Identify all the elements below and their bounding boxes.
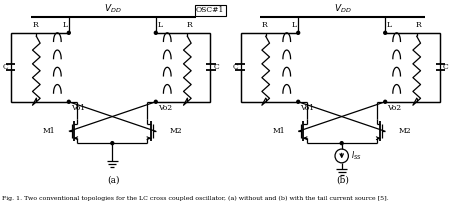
Circle shape: [67, 100, 70, 103]
Text: $V_{DD}$: $V_{DD}$: [334, 3, 351, 15]
Text: Vo1: Vo1: [300, 104, 314, 112]
Circle shape: [155, 31, 157, 34]
Text: $I_{SS}$: $I_{SS}$: [351, 150, 362, 162]
Circle shape: [384, 100, 387, 103]
Text: R: R: [262, 21, 268, 29]
Text: Vo1: Vo1: [71, 104, 85, 112]
Text: OSC#1: OSC#1: [196, 6, 225, 14]
Text: M2: M2: [169, 127, 182, 135]
Text: R: R: [33, 21, 38, 29]
Text: C: C: [443, 63, 448, 71]
Text: L: L: [292, 21, 297, 29]
Text: Vo2: Vo2: [158, 104, 172, 112]
Text: M1: M1: [272, 127, 285, 135]
Text: M1: M1: [43, 127, 55, 135]
Circle shape: [155, 100, 157, 103]
Text: (b): (b): [336, 176, 349, 185]
Circle shape: [340, 142, 343, 145]
Text: C: C: [3, 63, 9, 71]
Circle shape: [297, 100, 300, 103]
Text: C: C: [232, 63, 238, 71]
Text: Fig. 1. Two conventional topologies for the LC cross coupled oscillator, (a) wit: Fig. 1. Two conventional topologies for …: [2, 195, 389, 201]
Text: $V_{DD}$: $V_{DD}$: [104, 3, 122, 15]
Text: R: R: [186, 21, 192, 29]
Text: (a): (a): [107, 176, 119, 185]
Circle shape: [111, 142, 114, 145]
Text: R: R: [416, 21, 421, 29]
Text: L: L: [386, 21, 392, 29]
Circle shape: [297, 31, 300, 34]
Text: L: L: [63, 21, 67, 29]
Text: Vo2: Vo2: [387, 104, 401, 112]
Text: M2: M2: [399, 127, 411, 135]
Text: L: L: [157, 21, 162, 29]
Text: C: C: [213, 63, 219, 71]
Circle shape: [384, 31, 387, 34]
Circle shape: [67, 31, 70, 34]
